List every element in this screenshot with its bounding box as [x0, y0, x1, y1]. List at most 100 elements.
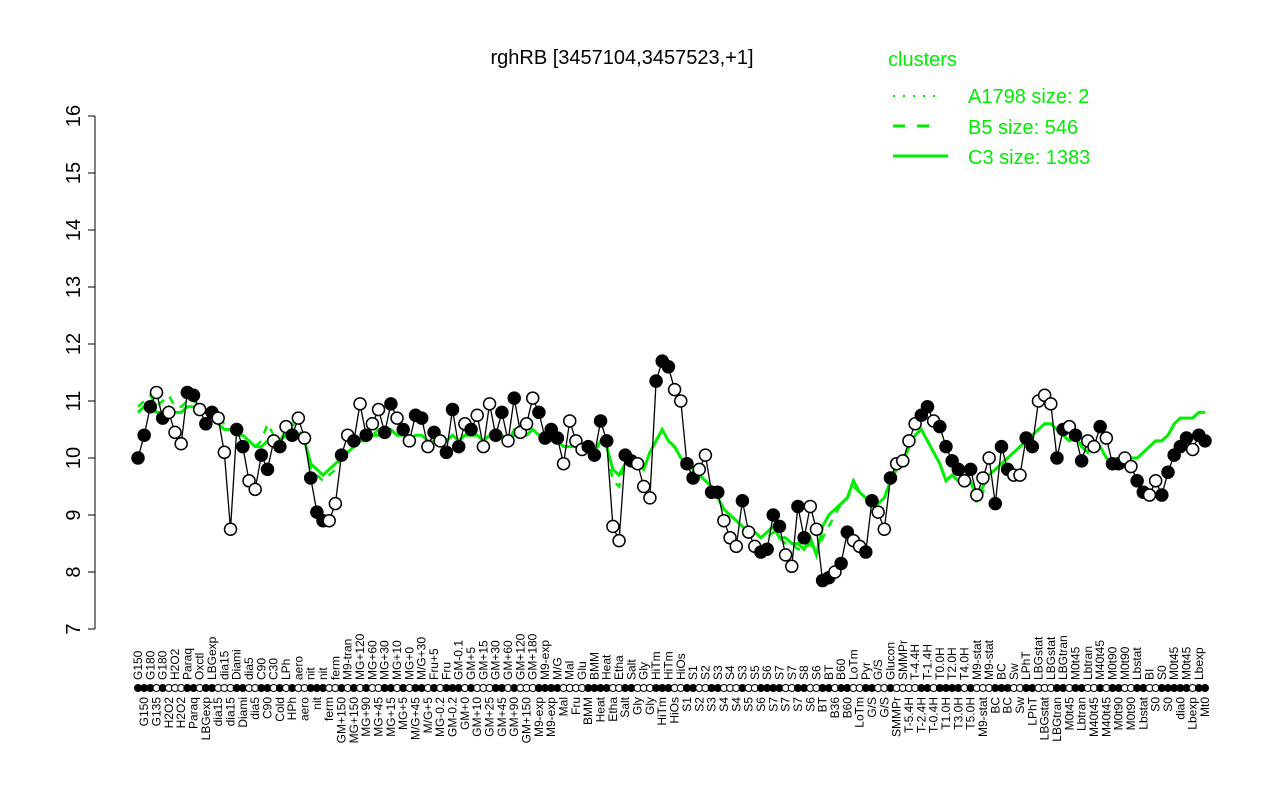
x-tick-label: H2O2	[168, 648, 182, 680]
data-point	[877, 522, 892, 536]
x-tick-label: B36	[828, 697, 842, 719]
x-tick-label: GM+45	[495, 697, 509, 737]
x-tick-label: MG+0	[402, 647, 416, 680]
x-tick-label: T4.0H	[957, 647, 971, 680]
x-tick-label: M0t45	[1068, 646, 1082, 680]
x-tick-label: nit	[310, 696, 324, 709]
x-tick-label: nit	[304, 667, 318, 680]
x-tick-label: dia5	[242, 657, 256, 680]
x-tick-label: Fru	[439, 662, 453, 680]
x-tick-label: M40t45	[1087, 697, 1101, 737]
data-point	[414, 411, 429, 425]
x-tick-label: MG+60	[365, 640, 379, 680]
data-point	[223, 522, 238, 536]
x-tick-label: S1	[686, 665, 700, 680]
x-tick-label: HiTm	[661, 651, 675, 680]
x-tick-label: Salt	[624, 659, 638, 680]
data-point	[982, 451, 996, 465]
data-point	[334, 448, 349, 462]
data-point	[1013, 468, 1027, 482]
data-point	[248, 482, 262, 497]
data-point	[1148, 474, 1163, 488]
data-point	[291, 411, 306, 425]
x-tick-label: MG+150	[347, 697, 361, 744]
data-point	[1093, 419, 1107, 434]
y-tick-label: 13	[63, 276, 85, 298]
y-tick-label: 9	[63, 509, 85, 520]
data-point	[347, 434, 361, 448]
x-tick-label: dia15	[217, 650, 231, 680]
x-tick-label: S4	[717, 697, 731, 712]
x-tick-label: LBGexp	[205, 636, 219, 680]
data-point	[994, 439, 1009, 454]
x-tick-label: C90	[261, 697, 275, 719]
data-point	[186, 388, 201, 403]
data-point	[593, 414, 608, 428]
x-tick-label: LPhT	[1019, 651, 1033, 680]
data-point	[667, 382, 682, 397]
x-tick-label: MG+5	[396, 697, 410, 730]
data-point	[322, 513, 336, 528]
x-tick-label: dia15	[224, 697, 238, 727]
x-tick-label: S7	[791, 697, 805, 712]
x-tick-label: GM+180	[526, 633, 540, 680]
x-tick-label: SMMPr	[896, 640, 910, 680]
y-tick-label: 14	[63, 219, 85, 241]
data-point	[371, 402, 386, 417]
x-tick-label: GM+120	[513, 633, 527, 680]
data-point	[1142, 488, 1157, 502]
x-tick-label: LBGstat	[1031, 636, 1045, 680]
x-tick-label: M0t90	[1118, 646, 1132, 680]
x-tick-label: G150	[137, 697, 151, 727]
x-tick-label: T1.0H	[939, 697, 953, 730]
x-tick-label: M9-stat	[976, 696, 990, 737]
x-tick-label: C30	[267, 658, 281, 680]
data-point	[698, 448, 713, 462]
data-point	[680, 456, 694, 471]
data-point	[211, 411, 225, 425]
x-tick-label: Diami	[230, 649, 244, 680]
x-tick-label: LBGtran	[1056, 635, 1070, 680]
x-tick-label: G180	[156, 650, 170, 680]
x-tick-label: GM-0.1	[452, 640, 466, 680]
data-point	[217, 445, 232, 460]
x-tick-label: S3	[735, 665, 749, 680]
data-point	[587, 448, 602, 462]
x-tick-label: Heat	[600, 654, 614, 680]
x-tick-label: S3	[705, 697, 719, 712]
data-point	[976, 471, 990, 485]
x-tick-label: LPhT	[1025, 696, 1039, 725]
legend: clusters A1798 size: 2 B5 size: 546 C3 s…	[888, 49, 1090, 169]
data-point	[674, 394, 688, 408]
data-point	[285, 428, 299, 442]
x-tick-label: S7	[772, 665, 786, 680]
x-tick-label: Fru+5	[427, 648, 441, 680]
data-point	[1185, 442, 1200, 457]
x-tick-label: M/G+45	[409, 697, 423, 740]
x-tick-label: S7	[779, 697, 793, 712]
data-point	[741, 525, 756, 539]
x-tick-label: S0	[1155, 665, 1169, 680]
x-tick-label: MG+120	[353, 633, 367, 680]
x-tick-label: LoTm	[846, 649, 860, 680]
data-point	[1161, 465, 1175, 479]
x-tick-label: T-4.4H	[908, 644, 922, 680]
x-tick-label: MG+90	[359, 697, 373, 737]
data-point	[920, 399, 935, 414]
x-tick-label: S4	[723, 665, 737, 680]
x-tick-label: BI	[1142, 669, 1156, 680]
x-tick-label: M0t90	[1112, 697, 1126, 731]
x-tick-label: Lbstat	[1136, 696, 1150, 729]
x-tick-label: G/S	[877, 697, 891, 718]
data-point	[519, 417, 534, 431]
data-point	[353, 397, 367, 411]
data-point	[1074, 454, 1089, 468]
x-tick-label: GM+90	[507, 697, 521, 737]
data-point	[297, 431, 312, 445]
x-axis-labels: G150G150G180G135G180H2O2H2O2H2O2ParaqPar…	[131, 633, 1212, 743]
x-tick-label: Glu	[575, 661, 589, 680]
x-tick-label: GM-0.2	[446, 697, 460, 737]
data-point	[612, 533, 626, 548]
data-point	[778, 548, 793, 562]
x-tick-label: Lbstat	[1130, 647, 1144, 680]
